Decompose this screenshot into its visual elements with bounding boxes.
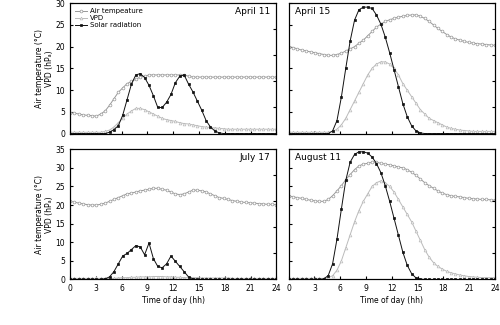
Text: April 11: April 11: [235, 7, 270, 16]
Text: July 17: July 17: [240, 153, 270, 162]
Y-axis label: Air temperature (°C)
VPD (hPₐ): Air temperature (°C) VPD (hPₐ): [34, 29, 54, 108]
Text: April 15: April 15: [295, 7, 330, 16]
X-axis label: Time of day (hh): Time of day (hh): [360, 296, 424, 305]
Text: August 11: August 11: [295, 153, 341, 162]
Y-axis label: Air temperature (°C)
VPD (hPₐ): Air temperature (°C) VPD (hPₐ): [34, 175, 54, 254]
X-axis label: Time of day (hh): Time of day (hh): [142, 296, 204, 305]
Legend: Air tempeature, VPD, Solar radiation: Air tempeature, VPD, Solar radiation: [74, 7, 144, 30]
